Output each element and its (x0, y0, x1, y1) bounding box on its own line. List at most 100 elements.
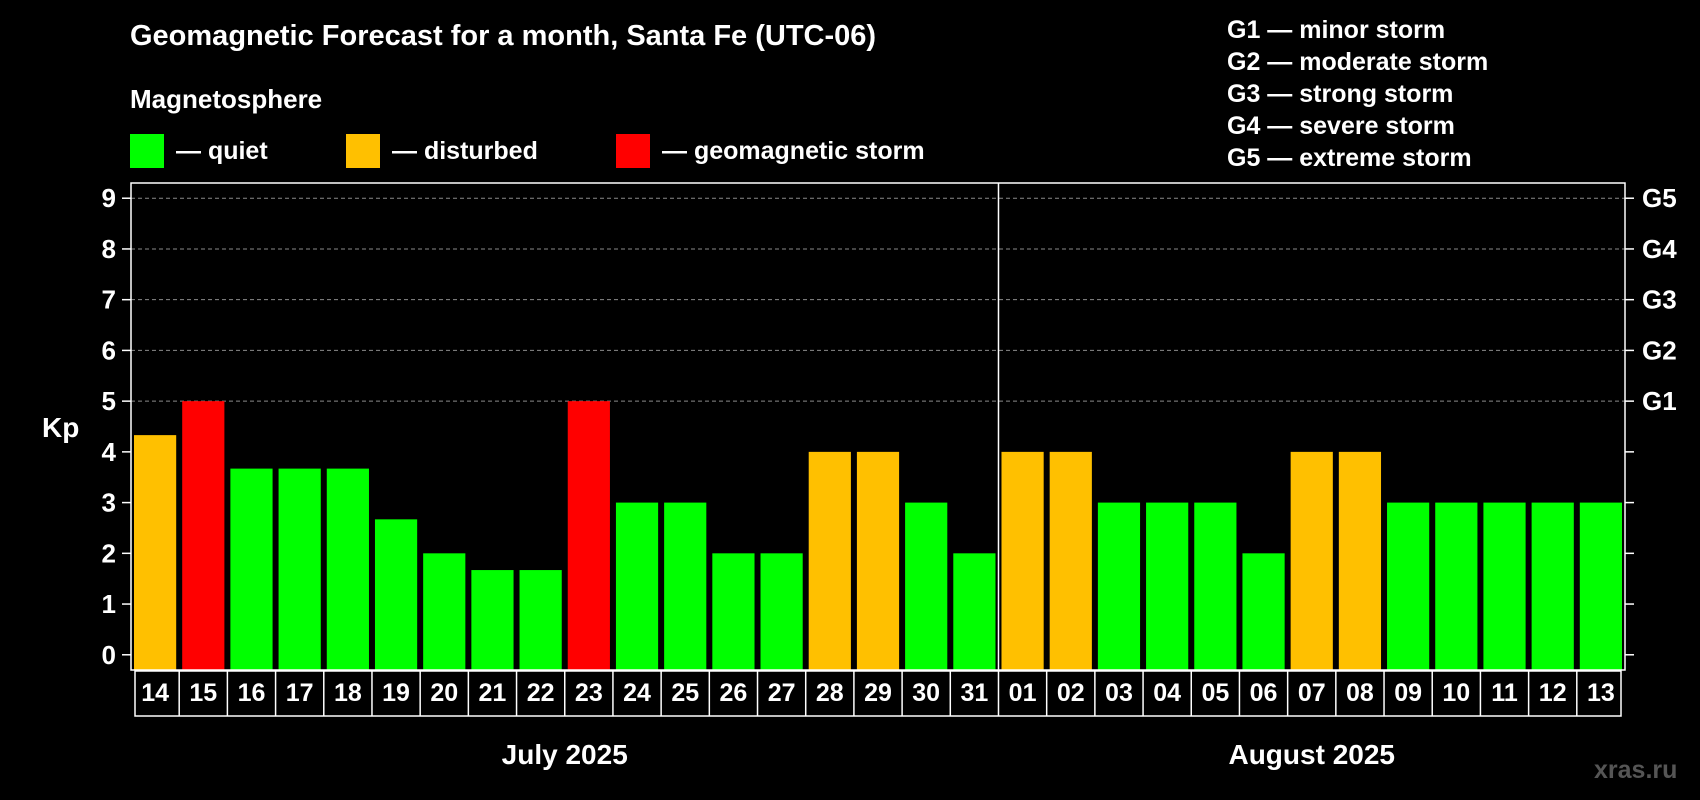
bar-day-13 (1579, 502, 1622, 670)
day-label-10: 10 (1442, 679, 1470, 707)
legend-swatch-disturbed (346, 134, 380, 168)
legend-swatch-quiet (130, 134, 164, 168)
bar-day-28 (808, 451, 851, 670)
storm-scale-legend: G1 — minor storm G2 — moderate storm G3 … (1227, 14, 1488, 174)
y-tick-label-0: 0 (102, 640, 116, 670)
bar-day-20 (423, 553, 466, 670)
month-label-1: August 2025 (1228, 739, 1395, 770)
bar-day-31 (953, 553, 996, 670)
legend-item-storm: — geomagnetic storm (616, 134, 925, 168)
day-label-04: 04 (1153, 679, 1181, 707)
bar-day-10 (1435, 502, 1478, 670)
day-label-12: 12 (1539, 679, 1567, 707)
day-label-20: 20 (430, 679, 458, 707)
chart-title: Geomagnetic Forecast for a month, Santa … (130, 20, 877, 52)
day-label-17: 17 (286, 679, 314, 707)
legend-item-quiet: — quiet (130, 134, 268, 168)
bar-day-17 (278, 468, 321, 670)
bar-day-27 (760, 553, 803, 670)
bar-day-23 (567, 401, 610, 670)
day-label-25: 25 (671, 679, 699, 707)
bar-day-24 (615, 502, 659, 670)
y-axis-label: Kp (42, 412, 79, 443)
bar-day-29 (856, 451, 900, 670)
bar-day-16 (230, 468, 273, 670)
bar-day-02 (1049, 451, 1092, 670)
g-scale-label-g1: G1 (1642, 386, 1677, 416)
y-tick-label-7: 7 (102, 285, 116, 315)
storm-scale-g4: G4 — severe storm (1227, 112, 1455, 140)
legend-title: Magnetosphere (130, 84, 323, 114)
day-label-frame (134, 670, 1622, 717)
bar-day-11 (1483, 502, 1526, 670)
bar-day-09 (1387, 502, 1430, 670)
bar-day-03 (1097, 502, 1141, 670)
day-label-18: 18 (334, 679, 362, 707)
day-label-28: 28 (816, 679, 844, 707)
day-label-02: 02 (1057, 679, 1085, 707)
day-label-15: 15 (189, 679, 217, 707)
bar-day-07 (1290, 451, 1333, 670)
bar-day-14 (134, 435, 177, 670)
day-label-23: 23 (575, 679, 603, 707)
bar-day-19 (374, 519, 418, 670)
plot-frame (130, 182, 1626, 671)
day-label-19: 19 (382, 679, 410, 707)
day-label-30: 30 (912, 679, 940, 707)
bar-day-18 (326, 468, 369, 670)
bar-day-21 (471, 570, 514, 670)
bar-day-05 (1194, 502, 1237, 670)
legend-label-disturbed: — disturbed (392, 136, 538, 165)
y-tick-label-1: 1 (102, 589, 116, 619)
storm-scale-g2: G2 — moderate storm (1227, 48, 1489, 76)
day-label-29: 29 (864, 679, 892, 707)
y-tick-label-2: 2 (102, 538, 116, 568)
day-label-31: 31 (960, 679, 988, 707)
day-label-22: 22 (527, 679, 555, 707)
bar-day-26 (712, 553, 755, 670)
bar-day-25 (664, 502, 707, 670)
day-label-01: 01 (1009, 679, 1037, 707)
legend-swatch-storm (616, 134, 650, 168)
y-tick-label-9: 9 (102, 183, 116, 213)
day-label-13: 13 (1587, 679, 1615, 707)
day-label-09: 09 (1394, 679, 1422, 707)
day-label-11: 11 (1491, 679, 1518, 707)
day-label-21: 21 (479, 679, 507, 707)
y-tick-label-8: 8 (102, 234, 116, 264)
day-label-14: 14 (141, 679, 169, 707)
bar-day-04 (1146, 502, 1189, 670)
bar-day-08 (1338, 451, 1382, 670)
watermark: xras.ru (1594, 756, 1678, 784)
bar-day-01 (1001, 451, 1044, 670)
bar-day-12 (1531, 502, 1574, 670)
g-scale-label-g3: G3 (1642, 285, 1677, 315)
bar-day-30 (905, 502, 948, 670)
bar-day-06 (1242, 553, 1285, 670)
g-scale-label-g4: G4 (1642, 234, 1677, 264)
day-label-06: 06 (1250, 679, 1278, 707)
day-label-24: 24 (623, 679, 651, 707)
month-label-0: July 2025 (502, 739, 628, 770)
storm-scale-g1: G1 — minor storm (1227, 16, 1446, 44)
y-tick-label-3: 3 (102, 488, 116, 518)
legend-label-storm: — geomagnetic storm (662, 136, 925, 165)
day-label-05: 05 (1201, 679, 1229, 707)
day-label-16: 16 (238, 679, 266, 707)
y-tick-label-5: 5 (102, 386, 116, 416)
storm-scale-g3: G3 — strong storm (1227, 80, 1454, 108)
day-label-27: 27 (768, 679, 796, 707)
y-tick-label-6: 6 (102, 335, 116, 365)
day-label-03: 03 (1105, 679, 1133, 707)
legend-item-disturbed: — disturbed (346, 134, 538, 168)
g-scale-label-g5: G5 (1642, 183, 1677, 213)
legend-label-quiet: — quiet (176, 136, 268, 165)
day-label-26: 26 (720, 679, 748, 707)
day-label-08: 08 (1346, 679, 1374, 707)
bar-day-15 (182, 401, 225, 670)
day-label-07: 07 (1298, 679, 1326, 707)
y-tick-label-4: 4 (102, 437, 117, 467)
g-scale-label-g2: G2 (1642, 335, 1677, 365)
storm-scale-g5: G5 — extreme storm (1227, 144, 1472, 172)
